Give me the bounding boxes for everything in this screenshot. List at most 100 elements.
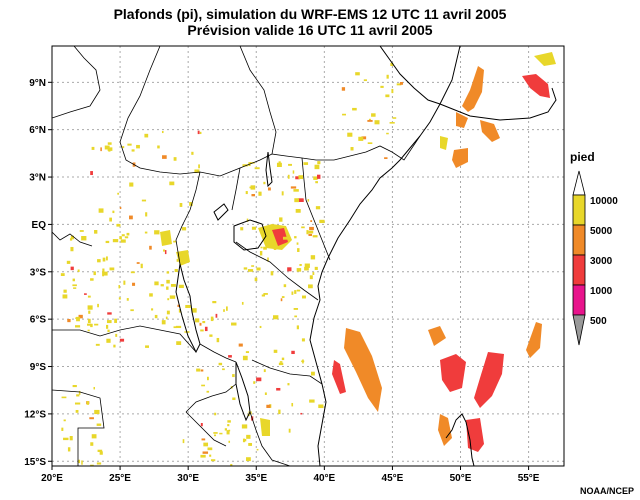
ceiling-speck (238, 343, 243, 347)
ceiling-speck (198, 164, 200, 169)
border (119, 46, 273, 177)
ceiling-speck (203, 442, 209, 447)
ceiling-speck (296, 325, 299, 330)
ceiling-speck (70, 266, 74, 271)
ceiling-speck (279, 217, 283, 222)
ceiling-speck (87, 318, 91, 324)
ceiling-speck (259, 325, 262, 329)
ceiling-speck (131, 149, 135, 152)
ceiling-speck (119, 338, 125, 342)
ceiling-speck (319, 219, 325, 224)
ceiling-area-red (440, 354, 466, 392)
ceiling-speck (60, 273, 65, 276)
y-tick-label: 9°N (29, 78, 46, 89)
ceiling-speck (259, 250, 263, 256)
ceiling-speck (165, 316, 168, 320)
ceiling-speck (89, 417, 94, 420)
ceiling-speck (149, 245, 152, 250)
ceiling-speck (314, 164, 320, 170)
ceiling-speck (276, 387, 281, 391)
ceiling-speck (90, 442, 94, 446)
ceiling-speck (245, 191, 248, 195)
ceiling-speck (151, 308, 154, 311)
ceiling-speck (164, 250, 167, 255)
ceiling-area-red (332, 360, 346, 394)
ceiling-speck (200, 454, 206, 458)
ceiling-speck (144, 133, 149, 138)
ceiling-speck (74, 402, 81, 405)
ceiling-speck (309, 226, 314, 231)
ceiling-speck (197, 130, 200, 135)
ceiling-speck (136, 144, 140, 149)
ceiling-speck (91, 146, 95, 150)
ceiling-speck (251, 194, 256, 197)
border (249, 411, 291, 466)
ceiling-speck (246, 218, 249, 222)
ceiling-speck (288, 428, 291, 433)
ceiling-speck (312, 272, 315, 276)
ceiling-speck (342, 113, 347, 116)
ceiling-speck (160, 284, 164, 287)
ceiling-speck (210, 459, 216, 462)
ceiling-speck (78, 459, 81, 464)
x-axis-ticks: 20°E 25°E 30°E 35°E 40°E 45°E 50°E 55°E (41, 466, 540, 484)
ceiling-speck (314, 266, 318, 270)
ceiling-speck (279, 361, 283, 363)
ceiling-speck (149, 293, 153, 297)
legend-colorbar[interactable] (572, 170, 586, 346)
ceiling-speck (173, 240, 177, 243)
legend-label: 3000 (590, 256, 613, 267)
ceiling-speck (69, 238, 73, 241)
ceiling-speck (119, 206, 122, 210)
ceiling-speck (163, 249, 165, 252)
ceiling-speck (179, 202, 183, 207)
border (251, 359, 323, 385)
ceiling-speck (296, 268, 302, 272)
ceiling-speck (245, 351, 250, 354)
y-axis-ticks: 9°N 6°N 3°N EQ 3°S 6°S 9°S 12°S 15°S (24, 78, 52, 468)
ceiling-speck (154, 314, 158, 319)
lake-victoria (233, 219, 267, 251)
ceiling-speck (72, 278, 75, 282)
border (231, 167, 241, 211)
ceiling-speck (241, 424, 248, 429)
ceiling-speck (247, 269, 254, 272)
ceiling-area-orange (456, 112, 468, 128)
ceiling-speck (201, 384, 206, 387)
border (52, 325, 197, 353)
ceiling-speck (251, 265, 255, 267)
ceiling-speck (73, 287, 77, 289)
ceiling-speck (361, 136, 367, 140)
ceiling-speck (86, 323, 92, 326)
y-tick-label: EQ (32, 220, 47, 231)
ceiling-speck (154, 230, 160, 235)
ceiling-speck (176, 258, 179, 262)
ceiling-speck (303, 162, 309, 165)
ceiling-speck (216, 337, 220, 343)
ceiling-speck (273, 349, 278, 353)
ceiling-speck (191, 151, 194, 155)
x-tick-label: 25°E (109, 473, 131, 484)
ceiling-speck (175, 325, 182, 329)
ceiling-speck (301, 338, 305, 342)
ceiling-speck (121, 234, 125, 237)
ceiling-speck (120, 239, 126, 243)
ceiling-speck (161, 320, 166, 325)
ceiling-area-red (474, 352, 504, 408)
ceiling-speck (281, 191, 284, 196)
ceiling-speck (293, 189, 299, 192)
ceiling-speck (386, 132, 389, 135)
ceiling-speck (215, 313, 218, 318)
ceiling-speck (63, 419, 66, 422)
ceiling-speck (263, 293, 268, 295)
ceiling-speck (94, 230, 98, 234)
ceiling-area-orange (480, 120, 500, 142)
ceiling-speck (248, 442, 253, 446)
ceiling-speck (389, 122, 395, 124)
ceiling-speck (226, 306, 228, 311)
ceiling-speck (308, 233, 313, 236)
ceiling-speck (243, 438, 247, 442)
ceiling-speck (291, 291, 294, 295)
ceiling-speck (227, 424, 230, 427)
ceiling-speck (118, 285, 120, 289)
